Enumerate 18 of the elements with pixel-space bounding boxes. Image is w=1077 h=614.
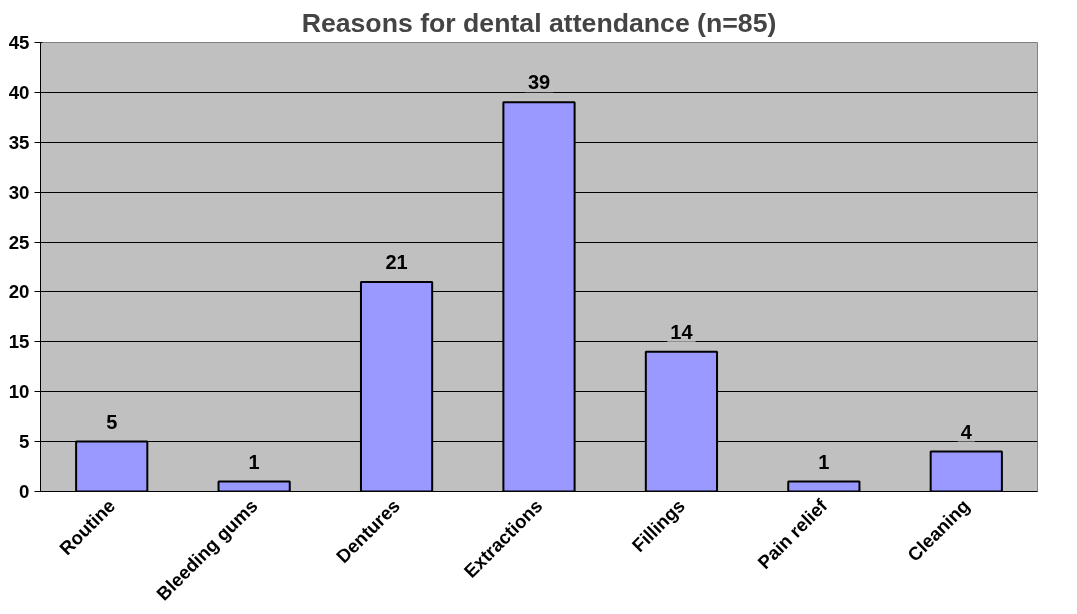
y-tick-label: 15 xyxy=(8,331,30,353)
y-tick-label: 5 xyxy=(19,431,30,453)
y-tick-label: 25 xyxy=(8,231,30,253)
data-label: 5 xyxy=(106,410,118,433)
chart-title: Reasons for dental attendance (n=85) xyxy=(301,7,777,38)
y-tick-label: 20 xyxy=(8,281,30,303)
y-tick-label: 30 xyxy=(8,181,30,203)
y-tick-label: 35 xyxy=(8,131,30,153)
data-label: 4 xyxy=(960,420,973,443)
data-label: 39 xyxy=(527,71,551,94)
y-tick-label: 45 xyxy=(8,32,30,53)
y-tick-label: 0 xyxy=(19,481,30,502)
data-label: 21 xyxy=(385,250,408,273)
data-label: 1 xyxy=(818,450,830,473)
y-tick-label: 10 xyxy=(8,381,30,403)
data-label: 1 xyxy=(248,450,260,473)
data-label: 14 xyxy=(670,320,694,343)
y-tick-label: 40 xyxy=(8,81,30,103)
